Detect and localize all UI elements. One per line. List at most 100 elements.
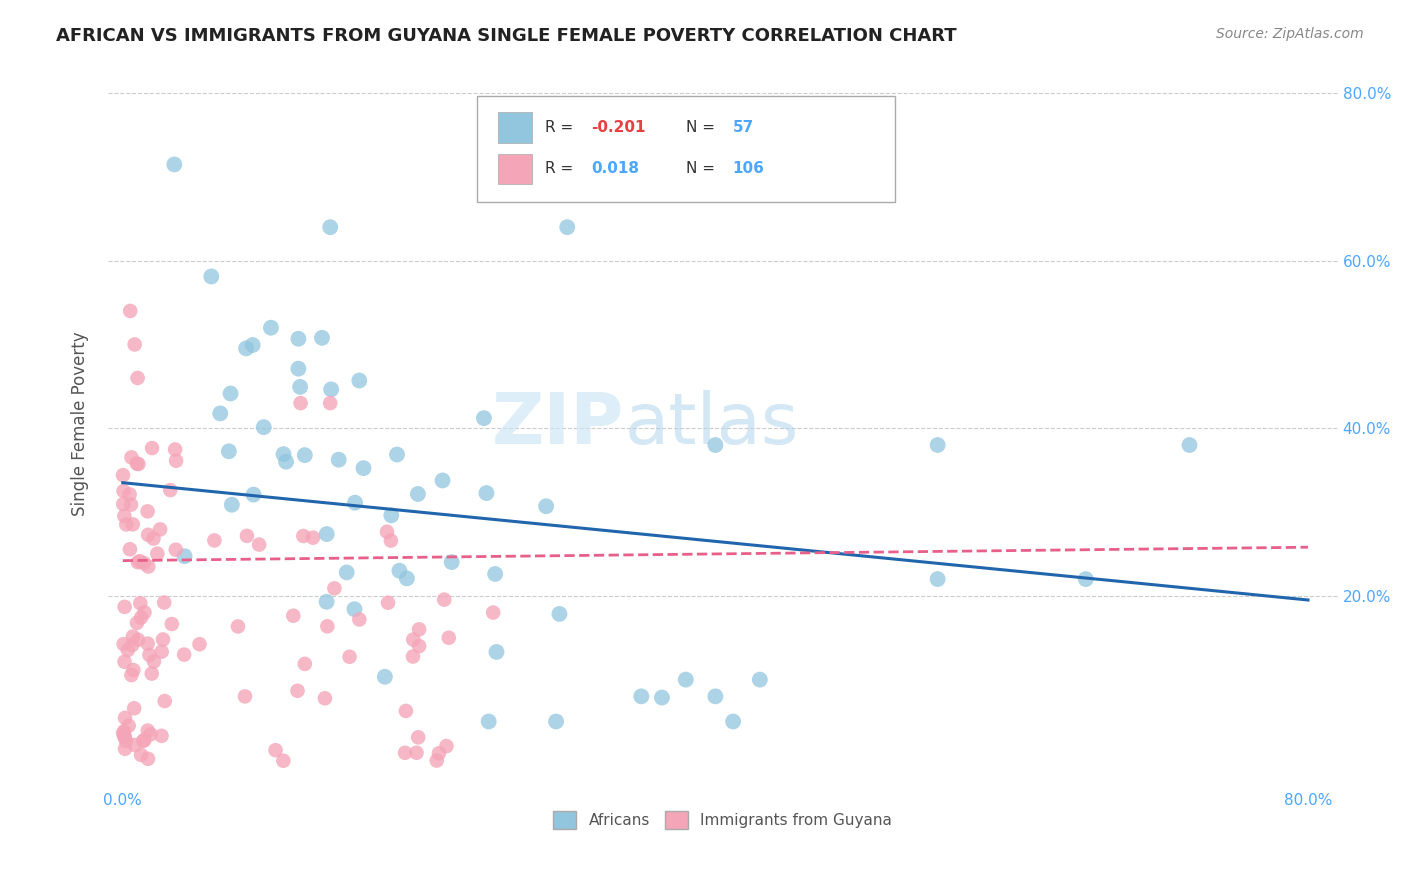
Point — [388, 564, 411, 578]
Point — [1074, 572, 1097, 586]
Point — [129, 596, 152, 610]
Point — [134, 606, 156, 620]
Point — [704, 438, 727, 452]
Point — [128, 554, 150, 568]
Point — [292, 529, 315, 543]
Point — [153, 694, 176, 708]
Point — [395, 571, 418, 585]
Point — [377, 596, 399, 610]
Point — [118, 487, 141, 501]
Text: N =: N = — [686, 120, 720, 135]
Point — [188, 637, 211, 651]
Text: AFRICAN VS IMMIGRANTS FROM GUYANA SINGLE FEMALE POVERTY CORRELATION CHART: AFRICAN VS IMMIGRANTS FROM GUYANA SINGLE… — [56, 27, 957, 45]
Point — [112, 637, 135, 651]
Point — [235, 342, 257, 356]
Point — [146, 547, 169, 561]
Point — [124, 337, 146, 351]
Point — [287, 683, 309, 698]
Point — [114, 599, 136, 614]
Point — [273, 447, 295, 461]
Point — [287, 332, 309, 346]
Point — [311, 331, 333, 345]
Point — [136, 752, 159, 766]
Point — [273, 754, 295, 768]
Point — [316, 619, 339, 633]
Point — [1178, 438, 1201, 452]
Point — [485, 645, 508, 659]
Point — [115, 734, 138, 748]
Point — [264, 743, 287, 757]
Point — [290, 396, 312, 410]
Point — [236, 529, 259, 543]
Point — [408, 623, 430, 637]
Point — [122, 663, 145, 677]
FancyBboxPatch shape — [498, 112, 533, 143]
FancyBboxPatch shape — [477, 96, 896, 202]
Point — [472, 411, 495, 425]
Point — [288, 380, 311, 394]
Y-axis label: Single Female Poverty: Single Female Poverty — [72, 332, 89, 516]
Point — [319, 220, 342, 235]
Point — [294, 448, 316, 462]
Text: R =: R = — [544, 120, 578, 135]
Point — [173, 648, 195, 662]
Point — [127, 457, 149, 471]
Text: N =: N = — [686, 161, 720, 177]
Point — [132, 733, 155, 747]
Point — [114, 711, 136, 725]
Point — [380, 508, 402, 523]
Point — [134, 733, 156, 747]
Point — [136, 637, 159, 651]
Point — [283, 608, 305, 623]
Point — [247, 538, 270, 552]
Point — [122, 701, 145, 715]
Point — [233, 690, 256, 704]
Point — [125, 457, 148, 471]
Point — [315, 527, 337, 541]
Point — [374, 670, 396, 684]
Point — [395, 704, 418, 718]
Point — [475, 486, 498, 500]
Point — [328, 452, 350, 467]
Point — [125, 615, 148, 630]
Point — [112, 730, 135, 744]
Point — [484, 566, 506, 581]
Text: 0.018: 0.018 — [592, 161, 640, 177]
Point — [115, 517, 138, 532]
Text: atlas: atlas — [624, 390, 799, 458]
Point — [127, 371, 149, 385]
Point — [218, 444, 240, 458]
Point — [129, 747, 152, 762]
Point — [141, 441, 163, 455]
Point — [120, 498, 142, 512]
Point — [353, 461, 375, 475]
Text: 57: 57 — [733, 120, 754, 135]
Point — [402, 632, 425, 647]
Point — [159, 483, 181, 497]
Point — [482, 606, 505, 620]
Point — [165, 454, 187, 468]
Text: 106: 106 — [733, 161, 765, 177]
Point — [136, 723, 159, 738]
Point — [136, 528, 159, 542]
Point — [117, 643, 139, 657]
Point — [294, 657, 316, 671]
Point — [114, 655, 136, 669]
Point — [349, 612, 371, 626]
Point — [121, 638, 143, 652]
Legend: Africans, Immigrants from Guyana: Africans, Immigrants from Guyana — [547, 805, 898, 836]
Point — [408, 639, 430, 653]
Point — [202, 533, 225, 548]
Point — [380, 533, 402, 548]
Point — [129, 610, 152, 624]
Point — [114, 730, 136, 744]
Point — [138, 648, 160, 662]
Point — [112, 483, 135, 498]
Point — [927, 572, 949, 586]
Point — [114, 741, 136, 756]
Point — [321, 383, 343, 397]
Point — [437, 631, 460, 645]
Point — [160, 617, 183, 632]
Point — [548, 607, 571, 621]
Point — [385, 448, 408, 462]
